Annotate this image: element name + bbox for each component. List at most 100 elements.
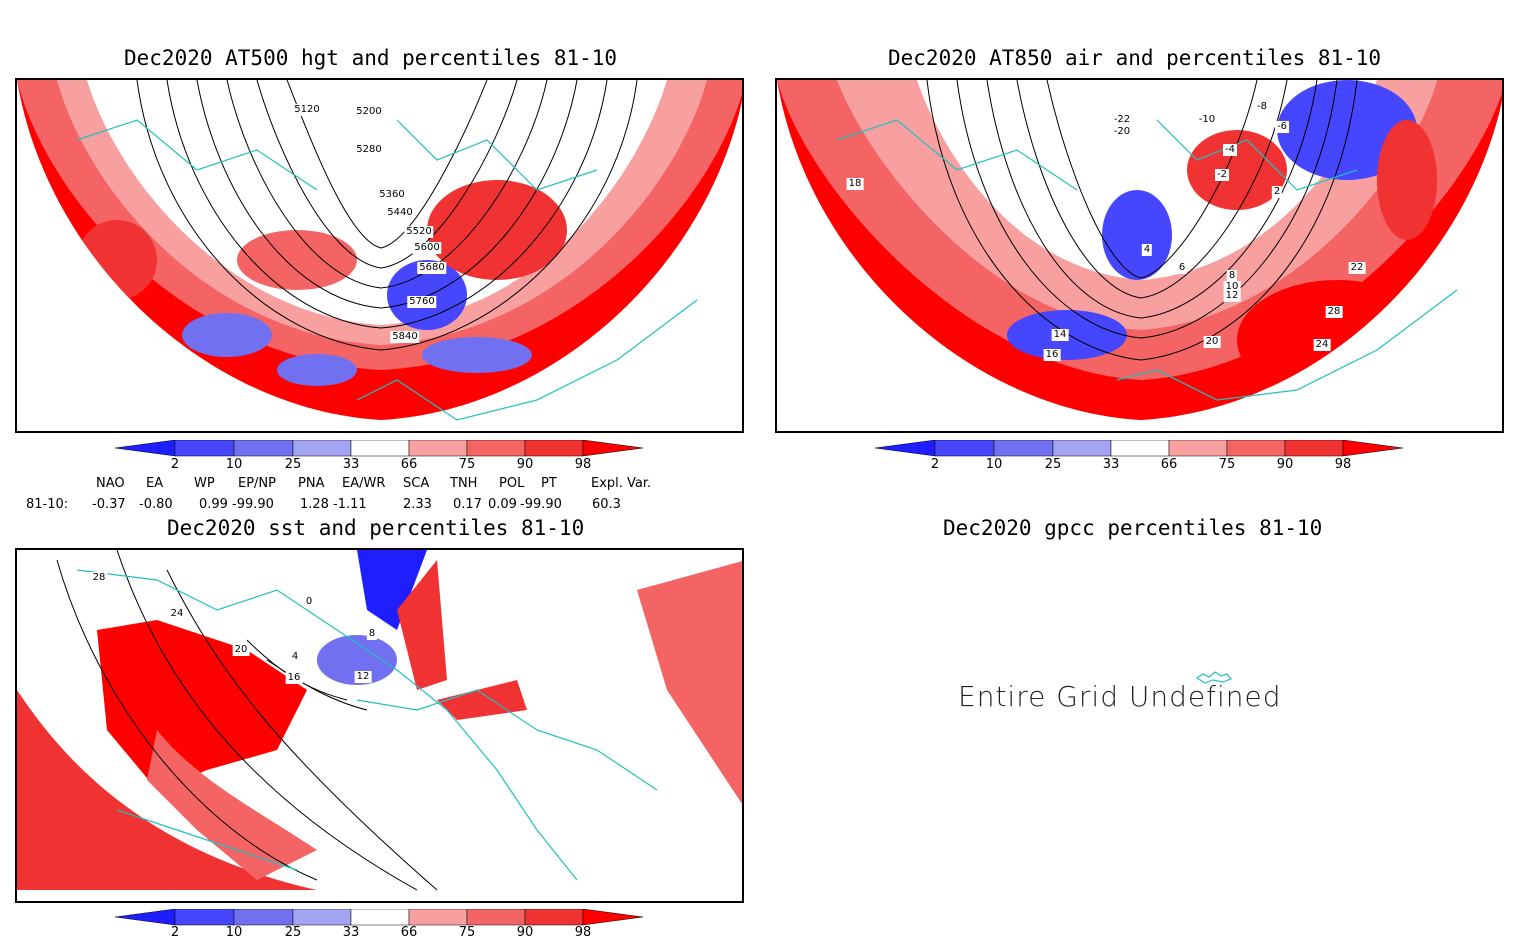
gpcc-undefined-message: Entire Grid Undefined bbox=[958, 680, 1282, 713]
air-contour-label: -2 bbox=[1215, 169, 1229, 181]
gpcc-panel-title: Dec2020 gpcc percentiles 81-10 bbox=[943, 516, 1323, 540]
colorbar-label: 10 bbox=[225, 925, 243, 940]
colorbar-label: 25 bbox=[1044, 457, 1062, 472]
sst-colorbar-labels: 2 10 25 33 66 75 90 98 bbox=[115, 925, 645, 940]
colorbar-label: 33 bbox=[342, 457, 360, 472]
colorbar-seg bbox=[233, 440, 294, 457]
air-contour-label: 28 bbox=[1325, 306, 1343, 318]
colorbar-seg bbox=[174, 440, 235, 457]
colorbar-label: 90 bbox=[1276, 457, 1294, 472]
air-contour-label: 16 bbox=[1043, 349, 1061, 361]
colorbar-label: 75 bbox=[458, 925, 476, 940]
hgt-map-panel: 5120 5200 5280 5360 5440 5520 5600 5680 … bbox=[15, 78, 744, 433]
air-panel-title: Dec2020 AT850 air and percentiles 81-10 bbox=[888, 46, 1382, 70]
gpcc-coastline-fragment bbox=[1195, 671, 1232, 684]
sst-contour-label: 4 bbox=[289, 651, 301, 663]
index-value: 0.99 bbox=[199, 497, 228, 512]
index-header: SCA bbox=[403, 476, 430, 491]
colorbar-seg bbox=[1284, 440, 1344, 457]
air-colorbar bbox=[875, 440, 1404, 457]
air-contour-label: 6 bbox=[1176, 262, 1188, 274]
index-value: 60.3 bbox=[592, 497, 621, 512]
hgt-contour-label: 5600 bbox=[412, 242, 442, 254]
colorbar-seg bbox=[466, 440, 526, 457]
colorbar-seg bbox=[115, 909, 176, 926]
index-header: PNA bbox=[298, 476, 325, 491]
sst-contour-label: 24 bbox=[168, 608, 186, 620]
colorbar-label: 2 bbox=[170, 457, 180, 472]
air-map bbox=[777, 80, 1502, 420]
air-contour-label: -4 bbox=[1223, 144, 1237, 156]
air-contour-label: 14 bbox=[1051, 329, 1069, 341]
colorbar-label: 98 bbox=[574, 457, 592, 472]
colorbar-seg bbox=[1110, 440, 1170, 457]
index-header: EP/NP bbox=[238, 476, 276, 491]
colorbar-seg bbox=[582, 440, 644, 457]
colorbar-seg bbox=[174, 909, 235, 926]
air-contour-label: 18 bbox=[846, 178, 864, 190]
colorbar-label: 25 bbox=[284, 925, 302, 940]
colorbar-seg bbox=[350, 909, 410, 926]
air-contour-label: 12 bbox=[1223, 290, 1241, 302]
colorbar-seg bbox=[115, 440, 176, 457]
sst-contour-label: 16 bbox=[285, 672, 303, 684]
index-value: -99.90 bbox=[232, 497, 274, 512]
index-row-label: 81-10: bbox=[26, 497, 69, 512]
index-header: POL bbox=[499, 476, 525, 491]
air-contour-label: 8 bbox=[1226, 270, 1238, 282]
colorbar-label: 90 bbox=[516, 457, 534, 472]
air-contour-label: -6 bbox=[1275, 121, 1289, 133]
index-header: EA bbox=[146, 476, 164, 491]
hgt-colorbar-labels: 2 10 25 33 66 75 90 98 bbox=[115, 457, 645, 473]
air-contour-label: 24 bbox=[1313, 339, 1331, 351]
hgt-contour-label: 5520 bbox=[404, 226, 434, 238]
index-value: -99.90 bbox=[520, 497, 562, 512]
sst-colorbar bbox=[115, 909, 644, 926]
index-header: EA/WR bbox=[342, 476, 386, 491]
air-contour-label: -8 bbox=[1255, 101, 1269, 113]
hgt-contour-label: 5680 bbox=[417, 262, 447, 274]
index-value: -1.11 bbox=[333, 497, 367, 512]
sst-contour-label: 0 bbox=[303, 596, 315, 608]
hgt-contour-label: 5440 bbox=[385, 207, 415, 219]
sst-contour-label: 28 bbox=[90, 572, 108, 584]
index-value: -0.37 bbox=[92, 497, 126, 512]
index-header: PT bbox=[541, 476, 557, 491]
colorbar-label: 98 bbox=[1334, 457, 1352, 472]
colorbar-seg bbox=[233, 909, 294, 926]
colorbar-seg bbox=[1226, 440, 1286, 457]
air-contour-label: -10 bbox=[1196, 114, 1218, 126]
colorbar-seg bbox=[993, 440, 1054, 457]
index-value: 1.28 bbox=[300, 497, 329, 512]
colorbar-label: 66 bbox=[400, 457, 418, 472]
hgt-contour-label: 5360 bbox=[377, 189, 407, 201]
colorbar-seg bbox=[292, 909, 352, 926]
colorbar-seg bbox=[408, 909, 468, 926]
air-contour-label: -22 bbox=[1111, 114, 1133, 126]
colorbar-seg bbox=[292, 440, 352, 457]
colorbar-seg bbox=[524, 440, 584, 457]
colorbar-seg bbox=[1168, 440, 1228, 457]
colorbar-label: 75 bbox=[458, 457, 476, 472]
sst-contour-label: 12 bbox=[354, 671, 372, 683]
colorbar-label: 33 bbox=[342, 925, 360, 940]
colorbar-label: 90 bbox=[516, 925, 534, 940]
hgt-contour-label: 5760 bbox=[407, 296, 437, 308]
index-header: Expl. Var. bbox=[591, 476, 652, 491]
sst-contour-label: 20 bbox=[232, 644, 250, 656]
index-header: TNH bbox=[450, 476, 478, 491]
hgt-map bbox=[17, 80, 742, 421]
air-contour-label: 20 bbox=[1203, 336, 1221, 348]
sst-panel-title: Dec2020 sst and percentiles 81-10 bbox=[167, 516, 585, 540]
index-value: 2.33 bbox=[403, 497, 432, 512]
index-table: NAO EA WP EP/NP PNA EA/WR SCA TNH POL PT… bbox=[0, 476, 760, 516]
sst-map bbox=[17, 550, 742, 891]
hgt-panel-title: Dec2020 AT500 hgt and percentiles 81-10 bbox=[124, 46, 618, 70]
colorbar-seg bbox=[408, 440, 468, 457]
hgt-contour-label: 5280 bbox=[354, 144, 384, 156]
index-value: 0.09 bbox=[488, 497, 517, 512]
air-contour-label: 22 bbox=[1348, 262, 1366, 274]
colorbar-seg bbox=[466, 909, 526, 926]
colorbar-seg bbox=[875, 440, 936, 457]
index-header: NAO bbox=[96, 476, 125, 491]
